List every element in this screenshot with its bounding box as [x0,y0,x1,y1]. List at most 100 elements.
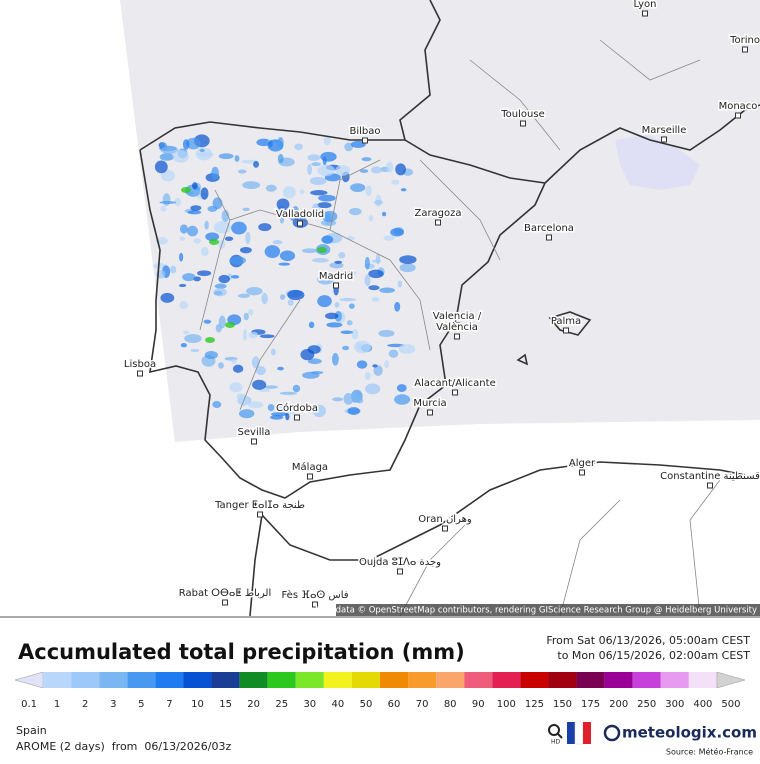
rain-cell [399,263,416,273]
rain-cell [255,365,266,376]
city-marker [307,473,313,480]
city-label: Valladolid [276,209,324,220]
rain-cell [193,238,201,244]
rain-cell [218,274,230,284]
scale-swatch [71,672,100,688]
scale-label: 60 [388,699,401,710]
rain-cell [350,183,366,192]
rain-cell [184,333,202,344]
rain-cell [159,200,177,204]
rain-cell [182,139,190,150]
scale-label: 20 [247,699,260,710]
rain-cell [335,165,351,176]
scale-swatch [183,672,212,688]
scale-label: 70 [416,699,429,710]
rain-cell [160,145,179,155]
rain-cell [238,394,248,407]
rain-cell [231,221,247,235]
rain-cell [395,163,407,176]
rain-cell [310,370,324,375]
scale-label: 0.1 [21,699,37,710]
city-marker [427,409,433,416]
scale-swatch [351,672,380,688]
scale-swatch [660,672,689,688]
rain-cell [248,331,259,339]
city-marker [454,333,460,340]
rain-cell [263,385,279,389]
rain-cell [373,200,383,205]
scale-swatch [155,672,184,688]
city-label: Alger [569,458,596,469]
hd-label: HD [551,739,561,746]
coastline [139,121,546,499]
rain-cell [398,343,416,354]
rain-cell [317,164,335,177]
rain-cell [181,187,191,193]
scale-label: 100 [497,699,516,710]
rain-cell [190,205,202,211]
precipitation [152,134,417,421]
rain-cell [307,154,321,161]
rain-cell [364,372,371,381]
city-label: Murcia [413,398,446,409]
rain-cell [186,225,199,237]
rain-cell [378,329,395,338]
rain-cell [307,345,321,354]
rain-cell [160,292,175,303]
rain-cell [272,240,283,245]
scale-swatch [323,672,352,688]
rain-cell [218,153,234,160]
scale-swatch [14,671,44,689]
rain-cell [159,153,175,161]
rain-cell [218,362,224,369]
rain-cell [199,148,205,153]
rain-cell [182,273,196,282]
rain-cell [339,298,357,302]
period-start: From Sat 06/13/2026, 05:00am CEST [546,634,750,647]
scale-swatch [464,672,493,688]
city-label: Fès ⴼⴰⵙ فاس [281,589,348,601]
source: Source: Météo-France [666,747,753,757]
city-marker [642,10,648,17]
city-marker [546,234,552,241]
rain-cell [342,345,350,351]
rain-cell [282,186,296,199]
rain-cell [322,210,338,223]
rain-cell [356,360,368,369]
flag[interactable] [567,722,575,744]
scale-label: 2 [82,699,88,710]
map: Lyon Torino Monaco Toulouse Marseille Bilbao Z… [120,0,760,617]
rain-cell [243,312,249,321]
rain-cell [179,252,184,262]
scale-label: 7 [166,699,172,710]
scale-label: 15 [219,699,232,710]
scale-swatch [295,672,324,688]
rain-cell [344,142,354,152]
rain-cell [353,340,371,354]
rain-cell [308,321,315,329]
rain-cell [346,320,353,326]
rain-cell [368,285,380,291]
rain-cell [292,206,299,214]
logo[interactable]: meteologix.com [622,724,757,742]
rain-cell [391,179,400,185]
legend-title: Accumulated total precipitation (mm) [18,640,465,664]
rain-cell [221,209,230,222]
city-label: Oran وهران [418,514,472,525]
rain-cell [231,359,237,364]
rain-cell [248,308,254,316]
rain-cell [192,182,198,190]
rain-cell [324,312,339,320]
rain-cell [231,275,240,279]
scale-label: 1 [54,699,60,710]
rain-cell [340,330,353,334]
zoom-icon[interactable] [548,724,560,736]
scale-label: 3 [110,699,116,710]
attribution-bg [336,604,760,616]
city-label: Monaco [719,101,758,112]
rain-cell [274,403,292,411]
city-label: Barcelona [524,223,574,234]
scale-label: 5 [138,699,144,710]
rain-cell [279,391,298,395]
rain-cell [386,161,394,173]
